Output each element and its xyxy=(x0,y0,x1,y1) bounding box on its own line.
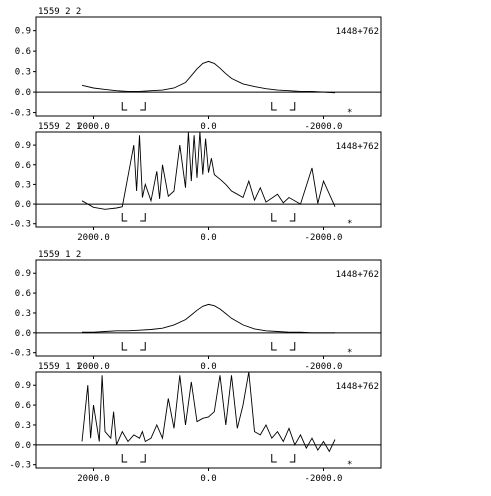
mask-bracket-left xyxy=(271,342,277,351)
y-tick-label: 0.0 xyxy=(15,200,31,210)
y-tick-label: 0.6 xyxy=(15,161,31,171)
y-tick-label: 0.0 xyxy=(15,88,31,98)
x-tick-label: 2000.0 xyxy=(77,474,110,484)
mask-bracket-left xyxy=(271,102,277,111)
spectrum-line xyxy=(81,371,336,453)
y-tick-label: 0.6 xyxy=(15,289,31,299)
y-tick-label: 0.6 xyxy=(15,401,31,411)
x-tick-label: 2000.0 xyxy=(77,122,110,132)
mask-bracket-left xyxy=(271,213,277,222)
y-tick-label: 0.0 xyxy=(15,329,31,339)
x-tick-label: 0.0 xyxy=(200,362,216,372)
spectrum-panel-4: 0.9 0.6 0.3 0.0 -0.3 2000.0 0.0 -2000.0 1559 1 1… xyxy=(9,362,382,484)
corner-mark: * xyxy=(347,108,352,118)
y-tick-label: 0.3 xyxy=(15,68,31,78)
spectrum-panel-2: 0.9 0.6 0.3 0.0 -0.3 2000.0 0.0 -2000.0 1559 2 1… xyxy=(9,122,382,243)
y-tick-label: 0.9 xyxy=(15,381,31,391)
x-tick-label: 2000.0 xyxy=(77,233,110,243)
y-tick-label: 0.3 xyxy=(15,180,31,190)
spectrum-line xyxy=(81,60,336,94)
y-tick-label: -0.3 xyxy=(9,349,31,359)
spectrum-panel-3: 0.9 0.6 0.3 0.0 -0.3 2000.0 0.0 -2000.0 1559 1 2… xyxy=(9,250,382,372)
object-name: 1448+762 xyxy=(336,270,379,280)
corner-mark: * xyxy=(347,219,352,229)
plot-frame xyxy=(35,131,382,228)
x-tick-label: -2000.0 xyxy=(305,233,343,243)
y-tick-label: 0.9 xyxy=(15,269,31,279)
corner-mark: * xyxy=(347,348,352,358)
y-tick-label: 0.3 xyxy=(15,309,31,319)
mask-bracket-right xyxy=(289,454,296,463)
object-name: 1448+762 xyxy=(336,27,379,37)
panel-header: 1559 1 2 xyxy=(38,250,81,260)
mask-bracket-right xyxy=(140,454,146,463)
mask-bracket-left xyxy=(121,102,128,111)
spectrum-line xyxy=(81,131,336,210)
x-tick-label: -2000.0 xyxy=(305,122,343,132)
y-tick-label: -0.3 xyxy=(9,109,31,119)
mask-bracket-right xyxy=(140,342,146,351)
mask-bracket-right xyxy=(289,342,296,351)
plot-frame xyxy=(35,16,382,117)
mask-bracket-left xyxy=(121,454,128,463)
y-tick-label: 0.9 xyxy=(15,141,31,151)
x-tick-label: 0.0 xyxy=(200,122,216,132)
plot-frame xyxy=(35,259,382,357)
y-tick-label: 0.0 xyxy=(15,441,31,451)
spectrum-line xyxy=(82,303,335,334)
panel-header: 1559 2 1 xyxy=(38,122,81,132)
x-tick-label: 2000.0 xyxy=(77,362,110,372)
y-tick-label: 0.9 xyxy=(15,27,31,37)
x-tick-label: -2000.0 xyxy=(305,474,343,484)
panel-header: 1559 1 1 xyxy=(38,362,81,372)
x-tick-label: -2000.0 xyxy=(305,362,343,372)
y-tick-label: -0.3 xyxy=(9,461,31,471)
y-tick-label: 0.3 xyxy=(15,421,31,431)
corner-mark: * xyxy=(347,460,352,470)
y-tick-label: 0.6 xyxy=(15,47,31,57)
mask-bracket-left xyxy=(121,213,128,222)
x-tick-label: 0.0 xyxy=(200,474,216,484)
object-name: 1448+762 xyxy=(336,142,379,152)
object-name: 1448+762 xyxy=(336,382,379,392)
mask-bracket-right xyxy=(289,213,296,222)
mask-bracket-left xyxy=(121,342,128,351)
mask-bracket-right xyxy=(140,102,146,111)
mask-bracket-left xyxy=(271,454,277,463)
mask-bracket-right xyxy=(140,213,146,222)
spectrum-panel-1: 0.9 0.6 0.3 0.0 -0.3 2000.0 0.0 -2000.0 1559 2 2… xyxy=(9,7,382,132)
y-tick-label: -0.3 xyxy=(9,220,31,230)
panel-header: 1559 2 2 xyxy=(38,7,81,17)
x-tick-label: 0.0 xyxy=(200,233,216,243)
mask-bracket-right xyxy=(289,102,296,111)
